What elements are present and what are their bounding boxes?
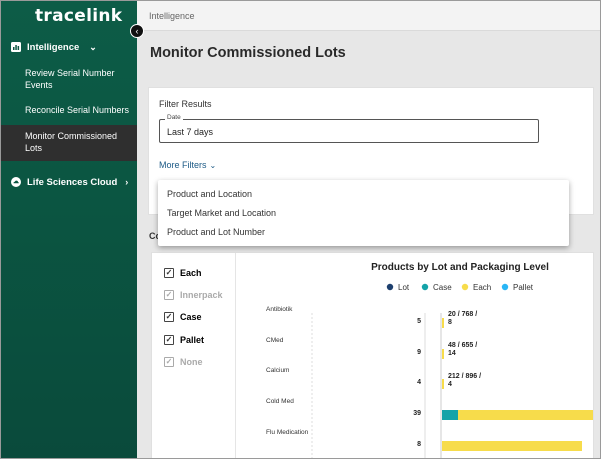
sidebar-item-active-bg xyxy=(1,125,137,161)
checkbox-label: Innerpack xyxy=(180,290,223,300)
date-field-value: Last 7 days xyxy=(167,127,214,137)
data-label: 48 / 655 / 14 xyxy=(448,342,479,357)
checkbox-pallet[interactable]: ✓ Pallet xyxy=(164,335,204,345)
checkbox-innerpack: ✓ Innerpack xyxy=(164,290,223,300)
check-icon: ✓ xyxy=(164,357,174,367)
chart-card: ✓ Each ✓ Innerpack ✓ Case ✓ Pallet ✓ Non… xyxy=(151,252,594,458)
lot-count-label: 5 xyxy=(417,318,421,325)
checkbox-case[interactable]: ✓ Case xyxy=(164,312,202,322)
sidebar-section-life-sciences-cloud[interactable]: Life Sciences Cloud › xyxy=(1,171,137,193)
checkbox-each[interactable]: ✓ Each xyxy=(164,268,202,278)
sidebar-section-label: Intelligence xyxy=(27,41,80,53)
checkbox-label: Each xyxy=(180,268,202,278)
checkbox-label: None xyxy=(180,357,203,367)
collapse-sidebar-button[interactable]: ‹ xyxy=(130,24,144,38)
sidebar-item-reconcile-serial-numbers[interactable]: Reconcile Serial Numbers xyxy=(25,105,130,115)
checkbox-label: Case xyxy=(180,312,202,322)
lot-count-label: 8 xyxy=(417,441,421,448)
data-label: 212 / 896 / 4 xyxy=(448,373,483,388)
data-label: 20 / 768 / 8 xyxy=(448,311,479,326)
chevron-down-icon: ⌄ xyxy=(209,161,217,170)
category-label: Calcium xyxy=(266,367,289,374)
check-icon: ✓ xyxy=(164,268,174,278)
chart-title: Products by Lot and Packaging Level xyxy=(371,262,549,273)
app-logo: tracelink xyxy=(35,6,123,26)
packaging-filter-panel: ✓ Each ✓ Innerpack ✓ Case ✓ Pallet ✓ Non… xyxy=(152,253,236,458)
bar-each xyxy=(442,349,444,359)
date-field[interactable]: Date Last 7 days xyxy=(159,114,539,143)
bar-case xyxy=(442,410,458,420)
check-icon: ✓ xyxy=(164,290,174,300)
lot-count-label: 9 xyxy=(417,349,421,356)
chevron-down-icon: ⌄ xyxy=(89,41,97,52)
bar-chart-icon xyxy=(11,42,21,52)
category-label: Cold Med xyxy=(266,398,294,405)
filter-title: Filter Results xyxy=(159,99,212,109)
dropdown-option-target-market-and-location[interactable]: Target Market and Location xyxy=(167,208,277,218)
lot-packaging-chart: Products by Lot and Packaging Level Lot Ca… xyxy=(266,262,593,458)
legend-label-each: Each xyxy=(473,283,491,292)
checkbox-label: Pallet xyxy=(180,335,205,345)
sidebar-item-monitor-commissioned-lots[interactable]: Monitor Commissioned Lots xyxy=(25,131,118,153)
sidebar-section-intelligence[interactable]: Intelligence ⌄ xyxy=(1,36,137,58)
breadcrumb[interactable]: Intelligence xyxy=(149,11,195,21)
category-label: Antibiotik xyxy=(266,306,293,313)
page-title: Monitor Commissioned Lots xyxy=(150,45,346,61)
legend-swatch-lot xyxy=(386,283,394,291)
bar-each xyxy=(442,318,444,328)
category-label: Flu Medication xyxy=(266,429,309,436)
checkbox-none: ✓ None xyxy=(164,357,203,367)
legend-label-case: Case xyxy=(433,283,452,292)
date-field-label: Date xyxy=(165,114,183,121)
sidebar-section-label: Life Sciences Cloud xyxy=(27,176,118,188)
cloud-icon xyxy=(11,177,21,187)
check-icon: ✓ xyxy=(164,312,174,322)
more-filters-label: More Filters xyxy=(159,160,207,170)
legend-swatch-pallet xyxy=(501,283,509,291)
lot-count-label: 4 xyxy=(417,379,421,386)
legend-label-pallet: Pallet xyxy=(513,283,534,292)
more-filters-toggle[interactable]: More Filters ⌄ xyxy=(159,160,216,170)
check-icon: ✓ xyxy=(164,335,174,345)
legend-swatch-each xyxy=(461,283,469,291)
bar-each xyxy=(442,379,444,389)
filter-dropdown-menu: Product and Location Target Market and L… xyxy=(158,180,569,246)
dropdown-option-product-and-location[interactable]: Product and Location xyxy=(167,189,253,199)
section-label-partial: Co xyxy=(149,231,161,241)
category-label: CMed xyxy=(266,337,284,344)
bar-each xyxy=(458,410,593,420)
bar-each xyxy=(442,441,582,451)
sidebar-item-review-serial-number-events[interactable]: Review Serial Number Events xyxy=(25,68,115,90)
sidebar: tracelink Intelligence ⌄ Review Serial N… xyxy=(1,1,137,458)
dropdown-option-product-and-lot-number[interactable]: Product and Lot Number xyxy=(167,227,266,237)
lot-count-label: 39 xyxy=(413,410,421,417)
legend-swatch-case xyxy=(421,283,429,291)
legend-label-lot: Lot xyxy=(398,283,410,292)
breadcrumb-bar: Intelligence xyxy=(137,1,600,31)
chevron-right-icon: › xyxy=(125,177,129,187)
